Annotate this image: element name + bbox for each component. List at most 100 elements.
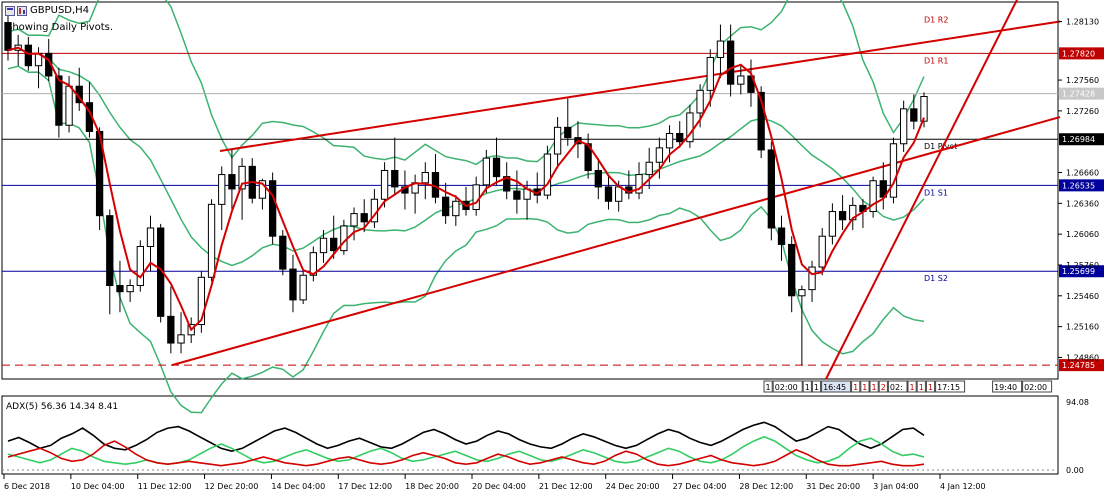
pivot-label: D1 Pivot bbox=[924, 142, 957, 151]
time-tick-label: 20 Dec 04:00 bbox=[472, 482, 526, 491]
bull-candle bbox=[920, 96, 928, 122]
bear-candle bbox=[757, 91, 765, 151]
bull-candle bbox=[238, 165, 246, 190]
adx-series--DI bbox=[7, 440, 925, 467]
price-tick-label: 1.27260 bbox=[1066, 107, 1099, 116]
adx-frame bbox=[1, 395, 1059, 475]
bull-candle bbox=[635, 174, 643, 194]
bear-candle bbox=[167, 315, 175, 344]
timeline-marker bbox=[992, 380, 1023, 393]
time-tick-label: 3 Jan 04:00 bbox=[873, 482, 919, 491]
trendlines bbox=[171, 0, 1061, 380]
current-price-text: 1.27428 bbox=[1062, 90, 1095, 99]
price-badge-text: 1.26984 bbox=[1062, 135, 1095, 144]
bull-candle bbox=[889, 143, 898, 198]
time-tick-label: 27 Dec 04:00 bbox=[673, 482, 727, 491]
bull-candle bbox=[696, 89, 704, 114]
moving-average-line bbox=[7, 46, 925, 332]
timeline-marker-text: 17:15 bbox=[937, 383, 960, 392]
price-badge-text: 1.27820 bbox=[1062, 49, 1095, 58]
bear-candle bbox=[503, 176, 511, 192]
timeline-marker bbox=[878, 380, 888, 393]
bull-candle bbox=[665, 132, 674, 149]
bear-candle bbox=[594, 169, 602, 188]
bear-candle bbox=[767, 149, 775, 229]
time-tick-label: 12 Dec 20:00 bbox=[205, 482, 259, 491]
timeline-marker-text: 19:40 bbox=[994, 383, 1017, 392]
timeline-marker bbox=[887, 380, 908, 393]
bear-candle bbox=[788, 243, 796, 297]
bull-candle bbox=[645, 161, 653, 176]
chart-frame bbox=[1, 1, 1059, 475]
bull-candle bbox=[615, 186, 623, 202]
bear-candle bbox=[106, 215, 114, 287]
upper-channel-trendline bbox=[219, 20, 1061, 152]
time-tick-label: 14 Dec 04:00 bbox=[271, 482, 325, 491]
bull-candle bbox=[136, 245, 144, 287]
timeline-marker bbox=[763, 380, 773, 393]
bull-candle bbox=[808, 266, 816, 291]
time-tick-label: 4 Jan 12:00 bbox=[940, 482, 986, 491]
rally-trendline bbox=[825, 0, 1018, 380]
bull-candle bbox=[421, 172, 429, 184]
bollinger-upper bbox=[7, 0, 925, 166]
price-tick-label: 1.26360 bbox=[1066, 199, 1099, 208]
bull-candle bbox=[146, 227, 155, 247]
lower-channel-trendline bbox=[171, 116, 1061, 367]
bear-candle bbox=[268, 180, 277, 237]
time-tick-label: 11 Dec 12:00 bbox=[138, 482, 192, 491]
chart-title: GBPUSD,H4 bbox=[30, 5, 90, 16]
price-axis: 1.27820 1.26984 1.26535 1.25699 1.24785 1.274… bbox=[1058, 18, 1104, 372]
time-tick-label: 18 Dec 20:00 bbox=[405, 482, 459, 491]
timeline-marker bbox=[811, 380, 822, 393]
bear-candle bbox=[726, 40, 735, 85]
timeline-marker-text: 1 bbox=[872, 383, 877, 392]
timeline-strip: 1 02:00 1 1 16:45 1 1 1 2 02: 1 1 1 17:15 19:40 02:00 bbox=[763, 380, 1053, 393]
timeline-marker-text: 2 bbox=[881, 383, 886, 392]
price-tick-label: 1.27560 bbox=[1066, 76, 1099, 85]
bull-candle bbox=[207, 203, 216, 278]
bear-candle bbox=[492, 157, 501, 178]
adx-series-ADX bbox=[7, 421, 925, 453]
bull-candle bbox=[706, 56, 714, 91]
bull-candle bbox=[350, 213, 358, 227]
bull-candle bbox=[258, 180, 267, 199]
bear-candle bbox=[116, 285, 124, 293]
bull-candle bbox=[65, 85, 73, 126]
price-badge-text: 1.25699 bbox=[1062, 267, 1095, 276]
bull-candle bbox=[716, 40, 725, 58]
bull-candle bbox=[126, 285, 134, 293]
adx-title: ADX(5) 56.36 14.34 8.41 bbox=[6, 402, 118, 412]
bull-candle bbox=[380, 169, 389, 200]
bull-candle bbox=[218, 174, 226, 205]
price-tick-label: 1.26060 bbox=[1066, 230, 1099, 239]
timeline-marker bbox=[916, 380, 926, 393]
bull-candle bbox=[197, 276, 206, 326]
bull-candle bbox=[177, 334, 185, 344]
bear-candle bbox=[360, 213, 368, 223]
price-badge bbox=[1059, 359, 1104, 372]
pivot-label: D1 R2 bbox=[924, 15, 948, 24]
pivot-label: D1 R1 bbox=[924, 56, 948, 65]
bull-candle bbox=[828, 211, 837, 237]
bull-candle bbox=[452, 200, 460, 217]
timeline-marker bbox=[802, 380, 812, 393]
price-tick-label: 1.24860 bbox=[1066, 353, 1099, 362]
moving-average bbox=[7, 46, 925, 332]
adx-tick-label: 0.00 bbox=[1066, 466, 1084, 475]
current-price-badge bbox=[1059, 87, 1104, 100]
timeline-marker bbox=[907, 380, 917, 393]
bear-candle bbox=[564, 126, 572, 139]
price-badge-text: 1.26535 bbox=[1062, 181, 1095, 190]
timeline-marker-text: 1 bbox=[814, 383, 819, 392]
bull-candle bbox=[543, 153, 552, 196]
price-badge-text: 1.24785 bbox=[1062, 361, 1095, 370]
timeline-marker-text: 1 bbox=[910, 383, 915, 392]
adx-panel: ADX(5) 56.36 14.34 8.41 94.08 0.00 bbox=[2, 398, 1089, 475]
bear-candle bbox=[777, 227, 786, 245]
bull-candle bbox=[818, 235, 826, 268]
time-tick-label: 24 Dec 20:00 bbox=[606, 482, 660, 491]
pivot-label: D1 S1 bbox=[924, 188, 948, 197]
chart-window-icon[interactable] bbox=[5, 6, 27, 16]
price-badge bbox=[1059, 47, 1104, 60]
